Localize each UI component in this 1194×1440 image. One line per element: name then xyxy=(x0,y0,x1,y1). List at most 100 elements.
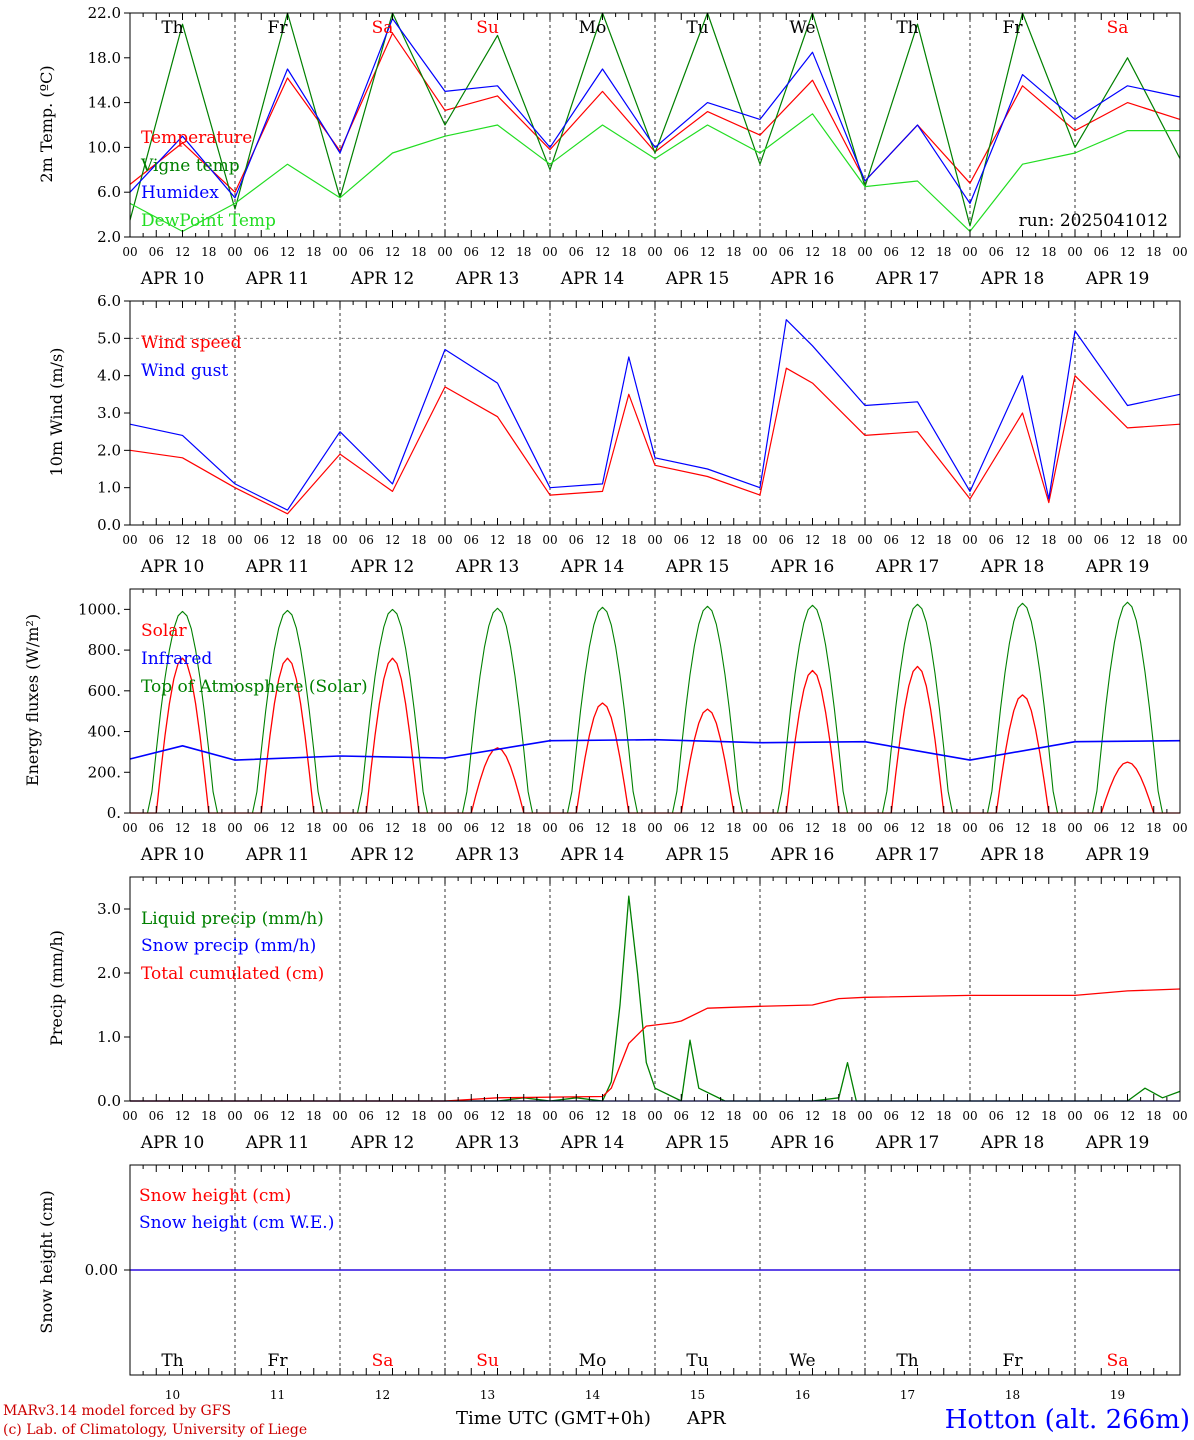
hour-tick-label: 12 xyxy=(910,821,925,835)
day-name-top: Tu xyxy=(686,18,708,38)
hour-tick-label: 00 xyxy=(1067,821,1082,835)
series-precip-2 xyxy=(130,988,1181,1102)
hour-tick-label: 12 xyxy=(385,245,400,259)
hour-tick-label: 00 xyxy=(857,533,872,547)
hour-tick-label: 00 xyxy=(542,245,557,259)
hour-tick-label: 18 xyxy=(621,533,636,547)
hour-tick-label: 12 xyxy=(595,245,610,259)
date-label: APR 19 xyxy=(1085,1133,1150,1153)
hour-tick-label: 18 xyxy=(1041,533,1056,547)
hour-tick-label: 12 xyxy=(385,1109,400,1123)
hour-tick-label: 06 xyxy=(779,1109,794,1123)
y-tick-label: 0. xyxy=(107,804,121,822)
date-label: APR 10 xyxy=(140,845,205,865)
day-name-top: We xyxy=(789,18,815,38)
hour-tick-label: 00 xyxy=(437,245,452,259)
hour-tick-label: 00 xyxy=(752,533,767,547)
hour-tick-label: 06 xyxy=(989,821,1004,835)
hour-tick-label: 12 xyxy=(385,533,400,547)
hour-tick-label: 12 xyxy=(1015,533,1030,547)
day-name-bottom: Su xyxy=(476,1351,499,1371)
hour-tick-label: 18 xyxy=(516,533,531,547)
hour-tick-label: 00 xyxy=(962,1109,977,1123)
y-tick-label: 3.0 xyxy=(97,404,121,422)
hour-tick-label: 06 xyxy=(569,245,584,259)
hour-tick-label: 06 xyxy=(674,1109,689,1123)
hour-tick-label: 06 xyxy=(989,245,1004,259)
hour-tick-label: 06 xyxy=(1094,245,1109,259)
hour-tick-label: 00 xyxy=(122,1109,137,1123)
date-label: APR 13 xyxy=(455,557,520,577)
hour-tick-label: 06 xyxy=(254,1109,269,1123)
hour-tick-label: 06 xyxy=(1094,533,1109,547)
hour-tick-label: 18 xyxy=(621,1109,636,1123)
station-label: Hotton (alt. 266m) xyxy=(945,1405,1190,1435)
hour-tick-label: 12 xyxy=(175,245,190,259)
hour-tick-label: 06 xyxy=(674,821,689,835)
hour-tick-label: 00 xyxy=(647,245,662,259)
y-tick-label: 22.0 xyxy=(88,4,121,22)
hour-tick-label: 12 xyxy=(1120,245,1135,259)
hour-tick-label: 00 xyxy=(542,1109,557,1123)
hour-tick-label: 12 xyxy=(910,1109,925,1123)
snow-legend-1: Snow height (cm W.E.) xyxy=(139,1213,334,1233)
date-label: APR 18 xyxy=(980,557,1045,577)
hour-tick-label: 12 xyxy=(490,533,505,547)
date-label: APR 16 xyxy=(770,557,835,577)
snow-legend-0: Snow height (cm) xyxy=(139,1186,291,1206)
date-label: APR 17 xyxy=(875,845,940,865)
hour-tick-label: 06 xyxy=(149,245,164,259)
day-name-bottom: Th xyxy=(161,1351,183,1371)
hour-tick-label: 06 xyxy=(254,821,269,835)
hour-tick-label: 06 xyxy=(359,533,374,547)
day-number: 16 xyxy=(795,1388,810,1402)
y-tick-label: 6.0 xyxy=(97,183,121,201)
date-label: APR 15 xyxy=(665,557,730,577)
series-wind-0 xyxy=(129,367,1181,515)
energy-legend-0: Solar xyxy=(141,621,187,641)
precip-legend-0: Liquid precip (mm/h) xyxy=(141,909,324,929)
series-energy-infrared xyxy=(129,738,1181,761)
date-label: APR 16 xyxy=(770,269,835,289)
date-label: APR 12 xyxy=(350,845,415,865)
day-name-top: Fr xyxy=(268,18,289,38)
panel-frame xyxy=(129,12,1181,238)
day-name-bottom: Sa xyxy=(1107,1351,1129,1371)
hour-tick-label: 12 xyxy=(175,1109,190,1123)
hour-tick-label: 18 xyxy=(621,245,636,259)
y-tick-label: 14.0 xyxy=(88,94,121,112)
y-tick-label: 1.0 xyxy=(97,1028,121,1046)
hour-tick-label: 00 xyxy=(1067,1109,1082,1123)
date-label: APR 17 xyxy=(875,557,940,577)
y-tick-label: 800. xyxy=(88,641,121,659)
hour-tick-label: 12 xyxy=(595,821,610,835)
y-tick-label: 3.0 xyxy=(97,900,121,918)
run-label: run: 2025041012 xyxy=(1019,211,1168,231)
energy-legend-1: Infrared xyxy=(141,649,212,669)
hour-tick-label: 00 xyxy=(647,1109,662,1123)
day-name-top: Sa xyxy=(372,18,394,38)
hour-tick-label: 18 xyxy=(1041,821,1056,835)
hour-tick-label: 00 xyxy=(332,821,347,835)
hour-tick-label: 06 xyxy=(464,533,479,547)
date-label: APR 19 xyxy=(1085,269,1150,289)
date-label: APR 14 xyxy=(560,269,625,289)
hour-tick-label: 12 xyxy=(385,821,400,835)
hour-tick-label: 06 xyxy=(569,1109,584,1123)
date-label: APR 11 xyxy=(245,845,310,865)
hour-tick-label: 06 xyxy=(1094,1109,1109,1123)
hour-tick-label: 12 xyxy=(805,533,820,547)
day-name-bottom: Mo xyxy=(579,1351,607,1371)
hour-tick-label: 12 xyxy=(700,821,715,835)
y-tick-label: 0.0 xyxy=(97,1092,121,1110)
date-label: APR 14 xyxy=(560,557,625,577)
y-tick-label: 5.0 xyxy=(97,329,121,347)
hour-tick-label: 12 xyxy=(490,821,505,835)
model-credit: MARv3.14 model forced by GFS xyxy=(3,1403,231,1419)
hour-tick-label: 18 xyxy=(411,245,426,259)
date-label: APR 12 xyxy=(350,269,415,289)
series-temperature-2 xyxy=(129,18,1181,204)
day-number: 19 xyxy=(1110,1388,1125,1402)
